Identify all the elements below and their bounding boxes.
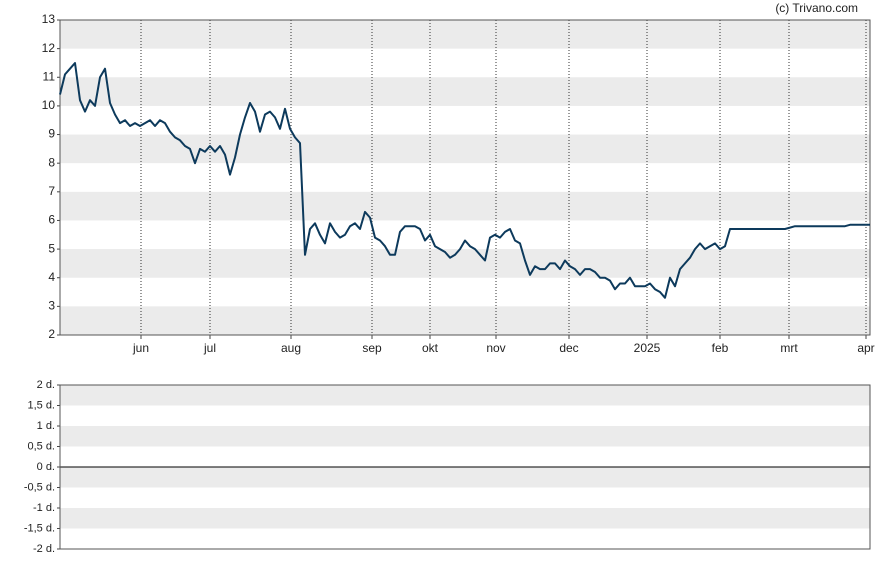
x-tick-label: sep — [362, 341, 382, 355]
x-tick-label: aug — [281, 341, 301, 355]
x-tick-label: jul — [203, 341, 216, 355]
plot-border — [59, 19, 871, 336]
price-line — [59, 62, 870, 299]
x-tick-label: jun — [132, 341, 149, 355]
y-tick-label: 12 — [42, 41, 56, 55]
y-tick-label: -1 d. — [33, 502, 55, 514]
grid-band — [60, 426, 870, 447]
grid-band — [60, 77, 870, 106]
y-tick-label: 3 — [48, 299, 55, 313]
grid-band — [60, 385, 870, 406]
y-tick-label: 2 — [48, 327, 55, 341]
x-tick-label: nov — [486, 341, 505, 355]
y-tick-label: -1,5 d. — [24, 522, 55, 534]
grid-band — [60, 249, 870, 278]
grid-band — [60, 20, 870, 49]
y-tick-label: 13 — [42, 12, 56, 26]
y-tick-label: 4 — [48, 270, 55, 284]
x-tick-label: mrt — [780, 341, 798, 355]
y-tick-label: 9 — [48, 127, 55, 141]
grid-band — [60, 306, 870, 335]
grid-band — [60, 508, 870, 529]
grid-band — [60, 467, 870, 488]
grid-band — [60, 191, 870, 221]
y-tick-label: 2 d. — [37, 379, 55, 391]
plot-border — [59, 384, 871, 550]
y-tick-label: 0,5 d. — [27, 440, 55, 452]
y-tick-label: 8 — [48, 155, 55, 169]
x-tick-label: dec — [559, 341, 578, 355]
x-tick-label: okt — [422, 341, 439, 355]
y-tick-label: -0,5 d. — [24, 481, 55, 493]
x-tick-label: feb — [712, 341, 729, 355]
y-tick-label: 5 — [48, 241, 55, 255]
y-tick-label: 6 — [48, 213, 55, 227]
y-tick-label: 1 d. — [37, 420, 55, 432]
y-tick-label: 1,5 d. — [27, 399, 55, 411]
y-tick-label: -2 d. — [33, 543, 55, 555]
y-tick-label: 0 d. — [37, 461, 55, 473]
x-tick-label: apr — [857, 341, 874, 355]
copyright: (c) Trivano.com — [775, 1, 858, 15]
y-tick-label: 10 — [42, 98, 56, 112]
y-tick-label: 7 — [48, 184, 55, 198]
x-tick-label: 2025 — [634, 341, 661, 355]
grid-band — [60, 134, 870, 164]
y-tick-label: 11 — [43, 69, 56, 83]
